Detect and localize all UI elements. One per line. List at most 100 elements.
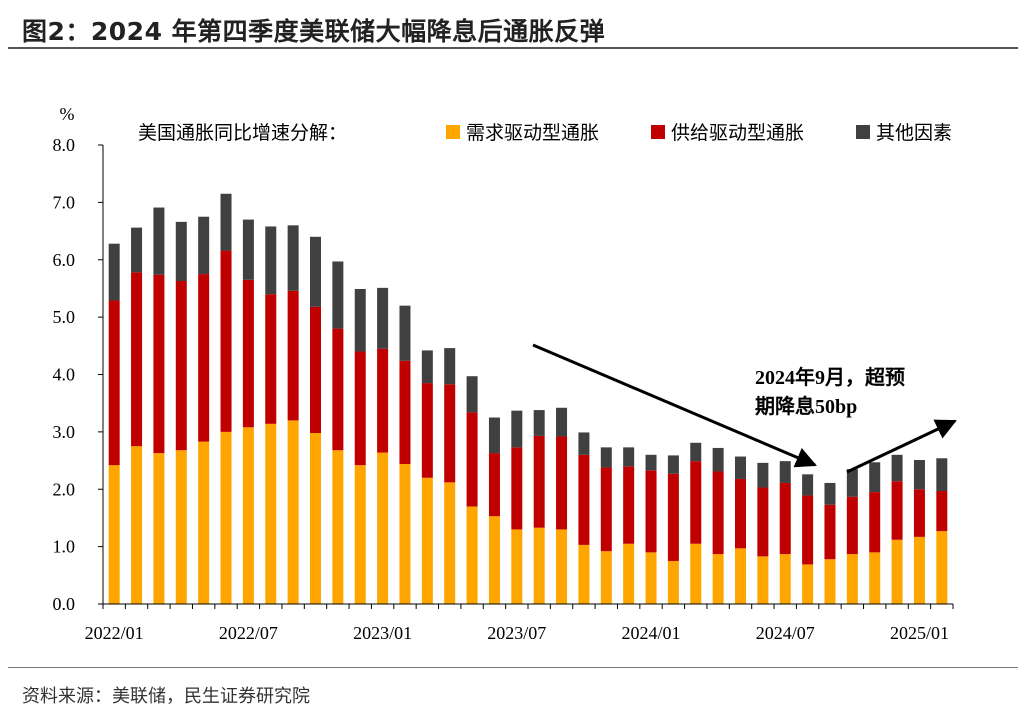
bar-segment-supply: [310, 306, 321, 434]
bar-segment-supply: [556, 436, 568, 530]
bar-segment-supply: [824, 504, 836, 560]
x-tick-label: 2024/01: [622, 623, 681, 643]
legend-swatch-supply: [651, 125, 665, 139]
y-axis-unit: %: [60, 104, 75, 124]
bar-segment-demand: [556, 529, 568, 604]
bar-segment-other: [466, 376, 478, 413]
legend-label-demand: 需求驱动型通胀: [466, 122, 599, 144]
bar-segment-other: [690, 442, 702, 462]
y-tick-label: 4.0: [53, 365, 76, 385]
bar-segment-supply: [645, 470, 657, 553]
bar-segment-demand: [735, 548, 746, 604]
bar-segment-demand: [690, 543, 702, 604]
page-title: 图2：2024 年第四季度美联储大幅降息后通胀反弹: [22, 17, 606, 46]
bar-segment-other: [712, 447, 724, 472]
bar-segment-demand: [578, 544, 590, 604]
bar-segment-supply: [690, 461, 702, 544]
y-tick-label: 5.0: [53, 307, 76, 327]
bar-segment-supply: [421, 383, 433, 478]
bar-segment-demand: [377, 452, 389, 604]
bar-segment-supply: [578, 454, 590, 545]
bar-segment-demand: [846, 554, 858, 604]
bar-segment-supply: [623, 466, 635, 544]
top-divider: [8, 47, 1018, 49]
bar-segment-supply: [488, 453, 500, 517]
bar-segment-supply: [377, 348, 389, 453]
bar-segment-other: [891, 454, 903, 482]
bar-segment-other: [377, 287, 389, 349]
bar-segment-other: [735, 456, 746, 479]
bar-segment-supply: [332, 328, 344, 451]
bar-segment-supply: [466, 412, 478, 507]
x-tick-label: 2023/01: [353, 623, 412, 643]
bar-segment-demand: [265, 423, 277, 604]
y-tick-label: 8.0: [53, 135, 76, 155]
bar-segment-supply: [533, 435, 545, 528]
bar-segment-supply: [220, 250, 232, 432]
legend: 需求驱动型通胀 供给驱动型通胀 其他因素: [446, 122, 952, 144]
bar-segment-other: [936, 458, 948, 491]
bar-segment-other: [623, 447, 635, 467]
bar-segment-supply: [735, 478, 746, 549]
bar-segment-supply: [265, 294, 277, 424]
bar-segment-other: [846, 469, 858, 497]
bar-segment-demand: [757, 556, 769, 604]
bar-segment-other: [824, 482, 836, 505]
bar-segment-demand: [399, 464, 411, 604]
bar-segment-demand: [354, 465, 366, 604]
bar-segment-demand: [623, 543, 635, 604]
bar-segment-demand: [332, 450, 344, 604]
bar-segment-other: [108, 243, 120, 301]
bar-segment-supply: [869, 492, 881, 553]
bar-segment-supply: [287, 290, 299, 421]
bar-segment-demand: [645, 552, 657, 604]
bar-segment-other: [131, 227, 143, 273]
bar-segment-demand: [444, 482, 456, 604]
bar-segment-demand: [802, 564, 814, 604]
bar-segment-other: [354, 289, 366, 352]
bar-segment-demand: [242, 427, 254, 604]
bar-segment-other: [444, 348, 456, 385]
bar-segment-demand: [175, 450, 187, 604]
y-tick-label: 0.0: [53, 594, 76, 614]
bar-segment-supply: [913, 489, 925, 537]
bar-segment-supply: [600, 467, 612, 552]
bar-segment-demand: [712, 554, 724, 604]
bar-segment-supply: [757, 487, 769, 557]
bar-segment-demand: [488, 516, 500, 604]
bar-segment-other: [556, 407, 568, 437]
bar-segment-other: [421, 350, 433, 384]
bar-segment-other: [757, 462, 769, 488]
bar-segment-supply: [444, 384, 456, 483]
legend-swatch-demand: [446, 125, 460, 139]
bar-segment-demand: [779, 554, 791, 604]
bar-segment-demand: [667, 560, 679, 604]
y-tick-label: 6.0: [53, 250, 76, 270]
bar-segment-other: [533, 410, 545, 436]
bar-segment-demand: [824, 559, 836, 604]
x-tick-label: 2023/07: [487, 623, 546, 643]
bar-segment-other: [913, 459, 925, 490]
y-tick-label: 3.0: [53, 422, 76, 442]
bar-segment-demand: [511, 529, 523, 604]
bar-segment-other: [220, 193, 232, 251]
x-tick-label: 2025/01: [890, 623, 949, 643]
bar-segment-demand: [936, 531, 948, 604]
bar-segment-supply: [511, 447, 523, 530]
bar-segment-supply: [399, 360, 411, 464]
x-tick-label: 2022/07: [219, 623, 278, 643]
bar-segment-demand: [533, 527, 545, 604]
bar-segment-demand: [913, 536, 925, 604]
y-tick-label: 7.0: [53, 192, 76, 212]
bar-segment-other: [175, 221, 187, 281]
bar-segment-other: [332, 261, 344, 329]
bar-segment-supply: [354, 351, 366, 466]
bottom-divider: [8, 667, 1018, 668]
bar-segment-other: [802, 474, 814, 496]
bar-segment-supply: [936, 490, 948, 532]
chart-subtitle: 美国通胀同比增速分解：: [138, 122, 347, 144]
bar-segment-supply: [131, 272, 143, 447]
legend-label-other: 其他因素: [876, 122, 952, 144]
bar-segment-demand: [310, 433, 321, 604]
